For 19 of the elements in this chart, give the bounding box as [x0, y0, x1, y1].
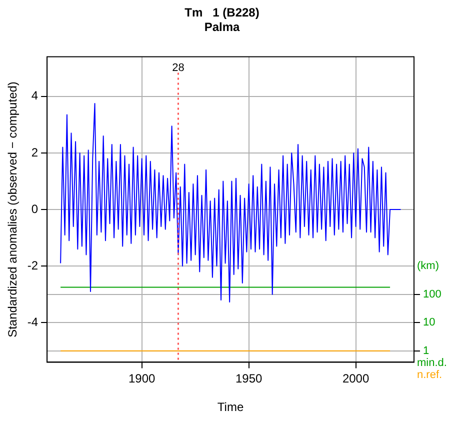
chart-subtitle: Palma — [204, 20, 240, 34]
text: n.ref. — [417, 368, 442, 381]
x-tick-label: 1900 — [128, 372, 156, 386]
chart-title: Tm 1 (B228) — [184, 6, 260, 20]
y-axis-title: Standardized anomalies (observed − computed) — [6, 82, 20, 338]
x-tick-label: 2000 — [342, 372, 370, 386]
text: min.d. — [417, 356, 447, 369]
y2-tick-label: 100 — [423, 288, 442, 300]
y2-tick-label: 10 — [423, 316, 436, 329]
y-tick-label: -4 — [27, 314, 38, 329]
y-tick-label: 0 — [31, 202, 38, 216]
x-tick-label: 1950 — [235, 372, 262, 386]
y2-axis-title: (km) — [417, 260, 439, 272]
y-tick-label: 4 — [31, 88, 38, 103]
y-tick-label: 2 — [31, 145, 38, 160]
y-tick-label: -2 — [27, 258, 38, 272]
y2-tick-label: 1 — [423, 344, 430, 357]
x-axis-title: Time — [217, 400, 244, 414]
annotation: 28 — [172, 62, 184, 74]
